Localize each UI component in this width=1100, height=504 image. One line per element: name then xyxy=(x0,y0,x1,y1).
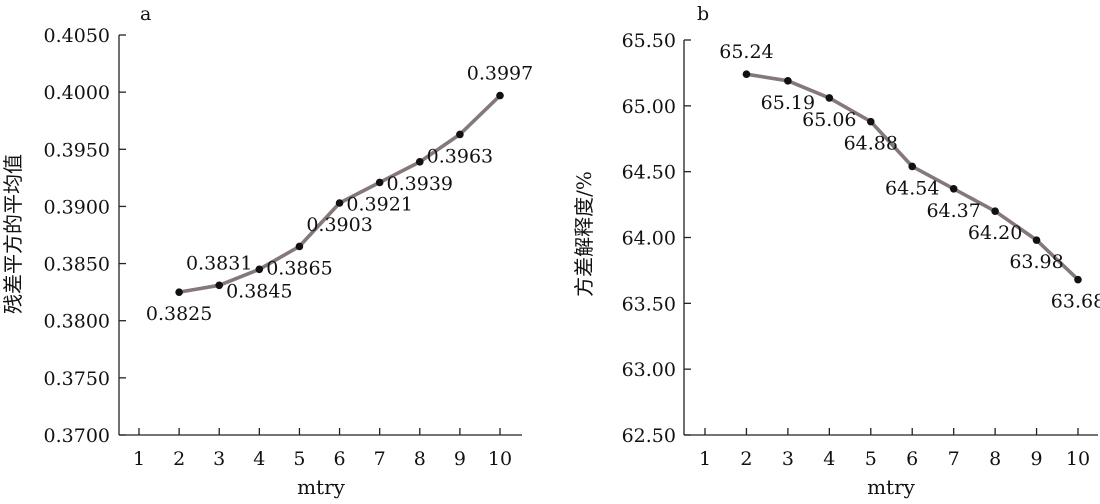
panel-a-y-tick-label: 0.3900 xyxy=(44,196,110,218)
panel-a-data-point xyxy=(175,288,183,296)
panel-a-x-tick-label: 10 xyxy=(488,448,512,470)
panel-b: b 方差解释度/% mtry 62.50 63.00 63.50 64.00 64.50… xyxy=(572,3,1100,499)
panel-b-y-tick-label: 65.50 xyxy=(622,30,676,52)
panel-a-data-point xyxy=(215,281,224,290)
panel-b-y-tick-label: 62.50 xyxy=(622,425,676,447)
panel-a-data-label: 0.3963 xyxy=(427,145,493,167)
panel-a-y-tick-label: 0.3850 xyxy=(44,254,110,276)
panel-a-x-tick-label: 8 xyxy=(414,448,426,470)
panel-b-y-tick-label: 63.00 xyxy=(622,359,676,381)
panel-b-data-point xyxy=(991,207,999,215)
panel-b-data-label: 64.88 xyxy=(844,133,898,155)
panel-b-x-tick-label: 10 xyxy=(1066,448,1090,470)
panel-b-x-tick-label: 9 xyxy=(1031,448,1043,470)
panel-a-data-point xyxy=(255,265,264,274)
panel-b-y-tick-label: 64.00 xyxy=(622,228,676,250)
panel-a-x-tick-label: 6 xyxy=(334,448,346,470)
panel-b-letter: b xyxy=(697,3,709,25)
panel-b-x-tick-label: 6 xyxy=(906,448,918,470)
panel-b-data-label: 64.54 xyxy=(885,177,939,199)
panel-b-data-point xyxy=(908,162,917,171)
panel-b-data-point xyxy=(1074,275,1082,284)
panel-a-data-label: 0.3825 xyxy=(146,303,212,325)
panel-b-x-tick-label: 4 xyxy=(823,448,835,470)
panel-b-y-axis-title: 方差解释度/% xyxy=(572,171,596,297)
panel-a-y-tick-label: 0.3700 xyxy=(44,425,110,447)
panel-b-data-point xyxy=(866,117,875,126)
panel-a-x-tick-label: 9 xyxy=(454,448,466,470)
panel-b-data-point xyxy=(949,184,958,193)
panel-b-data-point xyxy=(742,70,751,79)
panel-a-data-label: 0.3903 xyxy=(306,214,372,236)
panel-a-data-point xyxy=(415,158,424,166)
panel-b-data-label: 63.68 xyxy=(1051,291,1100,313)
panel-a-data-point xyxy=(456,130,464,139)
panel-a-y-tick-label: 0.3750 xyxy=(44,368,110,390)
panel-b-x-axis-title: mtry xyxy=(867,475,916,499)
panel-a-x-tick-label: 4 xyxy=(253,448,265,470)
panel-a-y-tick-label: 0.4050 xyxy=(44,25,110,47)
panel-a-x-tick-label: 7 xyxy=(374,448,386,470)
panel-a-data-point xyxy=(375,178,384,187)
panel-b-data-label: 65.19 xyxy=(761,92,815,114)
panel-b-x-tick-label: 7 xyxy=(948,448,960,470)
panel-b-x-tick-label: 5 xyxy=(865,448,877,470)
panel-a-x-axis-title: mtry xyxy=(297,475,346,499)
panel-b-y-tick-label: 63.50 xyxy=(622,293,676,315)
panel-a-data-point xyxy=(335,199,344,207)
panel-b-data-label: 65.06 xyxy=(802,109,856,131)
panel-b-x-tick-label: 1 xyxy=(699,448,711,470)
panel-b-x-tick-label: 2 xyxy=(740,448,752,470)
panel-a-data-label: 0.3997 xyxy=(467,63,533,85)
panel-a-data-label: 0.3865 xyxy=(266,257,332,279)
panel-a-plot-area: 0.3700 0.3750 0.3800 0.3850 0.3900 0.3950 0.40… xyxy=(44,25,534,470)
panel-a-y-axis-title: 残差平方的平均值 xyxy=(1,154,25,314)
panel-a-y-tick-label: 0.4000 xyxy=(44,82,110,104)
panel-a-data-label: 0.3921 xyxy=(346,193,412,215)
panel-b-data-label: 65.24 xyxy=(719,41,773,63)
panel-b-data-point xyxy=(1032,236,1041,244)
panel-a-data-label: 0.3831 xyxy=(186,252,252,274)
panel-a-data-point xyxy=(295,242,304,251)
panel-b-data-label: 63.98 xyxy=(1009,251,1063,273)
panel-b-x-tick-label: 8 xyxy=(989,448,1001,470)
panel-a-x-tick-label: 3 xyxy=(213,448,225,470)
panel-a-letter: a xyxy=(140,3,151,25)
panel-a-x-tick-label: 5 xyxy=(293,448,305,470)
panel-a-data-point xyxy=(496,91,504,100)
panel-a-y-tick-label: 0.3950 xyxy=(44,139,110,161)
panel-b-plot-area: 62.50 63.00 63.50 64.00 64.50 65.00 65.50 1 2 3 4 5… xyxy=(622,30,1100,470)
panel-b-y-tick-label: 65.00 xyxy=(622,96,676,118)
panel-a-x-tick-label: 1 xyxy=(133,448,145,470)
panel-b-data-point xyxy=(784,77,792,85)
panel-b-x-tick-label: 3 xyxy=(782,448,794,470)
panel-a-y-tick-label: 0.3800 xyxy=(44,311,110,333)
panel-a-data-label: 0.3939 xyxy=(387,173,453,195)
panel-a-data-label: 0.3845 xyxy=(226,280,292,302)
panel-a-x-tick-label: 2 xyxy=(173,448,185,470)
panel-b-y-tick-label: 64.50 xyxy=(622,162,676,184)
panel-a: a 残差平方的平均值 mtry 0.3700 0.3750 0.3800 0.3850… xyxy=(1,3,533,499)
panel-b-data-point xyxy=(825,94,834,102)
panel-b-data-label: 64.37 xyxy=(926,200,980,222)
panel-b-data-label: 64.20 xyxy=(968,222,1022,244)
